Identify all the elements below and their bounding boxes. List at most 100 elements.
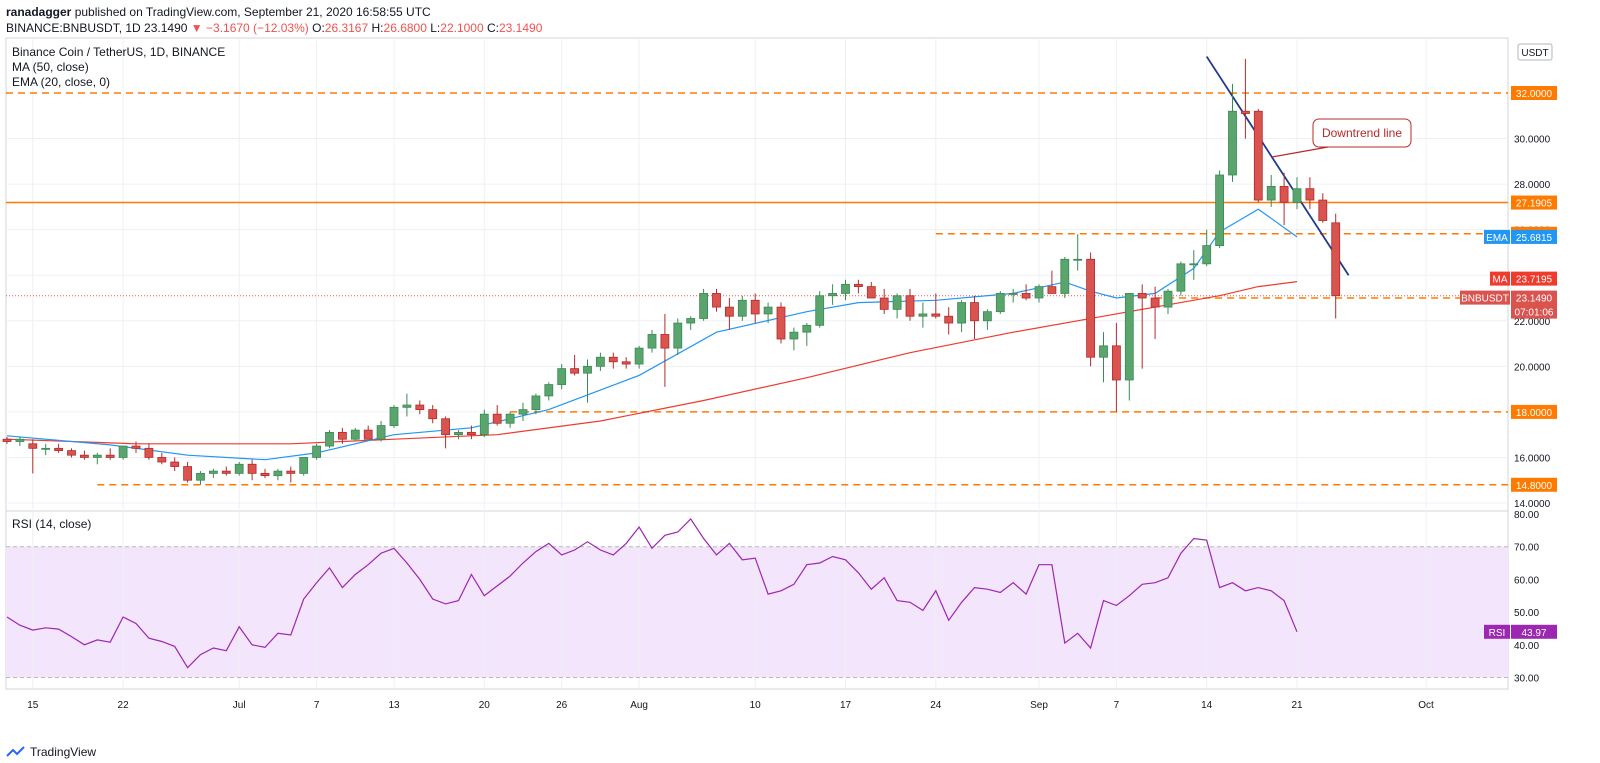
rsi-tick-label: 60.00	[1514, 575, 1539, 586]
candle-body	[402, 404, 412, 408]
x-tick-label: 13	[388, 700, 400, 711]
candle-body	[789, 331, 799, 340]
candle-body	[621, 361, 631, 365]
candle-body	[1047, 286, 1057, 294]
candle-body	[1060, 258, 1070, 294]
tradingview-logo[interactable]: TradingView	[6, 745, 96, 759]
rsi-badge-tag	[1484, 624, 1510, 639]
x-tick-label: 7	[314, 700, 320, 711]
candle-body	[170, 461, 180, 467]
price-pane[interactable]	[5, 37, 1509, 512]
rsi-tick-label: 40.00	[1514, 641, 1539, 652]
candle-body	[1215, 174, 1224, 247]
candle-body	[544, 384, 554, 397]
candle-body	[1086, 258, 1095, 358]
chart-title: Binance Coin / TetherUS, 1D, BINANCE	[12, 45, 225, 59]
level-badge-value: 32.0000	[1516, 89, 1553, 100]
rsi-tick-label: 70.00	[1514, 543, 1539, 554]
candle-body	[286, 470, 296, 474]
candle-body	[1176, 263, 1186, 292]
level-badge	[1511, 86, 1557, 100]
level-badge	[1511, 195, 1557, 210]
candle-body	[944, 315, 954, 324]
x-tick-label: 14	[1201, 700, 1213, 711]
candle-body	[970, 302, 979, 322]
tradingview-icon	[6, 746, 25, 757]
candle-body	[725, 306, 734, 317]
rsi-tick-label: 50.00	[1514, 608, 1539, 619]
rsi-tick-label: 80.00	[1514, 510, 1539, 521]
candle-body	[428, 409, 438, 420]
candle-body	[583, 365, 592, 374]
candle-body	[815, 295, 825, 326]
candle-body	[763, 306, 773, 315]
rsi-badge-value: 43.97	[1521, 628, 1546, 639]
candle-body	[931, 313, 941, 317]
x-tick-label: 22	[118, 700, 130, 711]
publish-info: ranadagger published on TradingView.com,…	[6, 5, 431, 19]
countdown-badge	[1511, 304, 1557, 319]
footer-brand: TradingView	[30, 745, 97, 759]
candle-body	[1112, 345, 1121, 381]
candle-body	[1228, 110, 1237, 176]
price-badge-tag-label: BNBUSDT	[1461, 294, 1509, 305]
candle-body	[2, 438, 12, 442]
candle-body	[841, 283, 850, 294]
x-tick-label: 10	[750, 700, 762, 711]
candle-body	[1021, 293, 1031, 299]
candle-body	[441, 418, 451, 436]
price-change: −3.1670 (−12.03%)	[206, 21, 309, 35]
ma-legend: MA (50, close)	[12, 60, 89, 74]
level-badge	[1511, 477, 1557, 492]
candle-body	[983, 311, 992, 322]
x-tick-label: Oct	[1418, 700, 1434, 711]
candle-body	[557, 368, 567, 385]
candle-body	[350, 429, 360, 440]
candle-body	[208, 470, 218, 474]
x-tick-label: 21	[1291, 700, 1303, 711]
x-tick-label: 7	[1114, 700, 1120, 711]
ema-badge-value: 25.6815	[1516, 233, 1553, 244]
downtrend-annotation[interactable]: Downtrend line	[1271, 118, 1412, 158]
candle-body	[1073, 258, 1083, 261]
candle-body	[118, 445, 128, 458]
ema-legend: EMA (20, close, 0)	[12, 75, 110, 89]
candle-body	[802, 324, 812, 333]
candle-body	[1266, 185, 1276, 201]
candle-body	[376, 425, 386, 440]
symbol-text: BINANCE:BNBUSDT, 1D	[6, 21, 141, 35]
high-value: 26.6800	[383, 21, 427, 35]
candle-body	[479, 413, 489, 436]
ema20-line	[6, 208, 1298, 461]
candle-body	[699, 293, 708, 319]
candle-body	[157, 457, 167, 463]
price-badges: 32.000027.190525.820023.000018.000014.80…	[1460, 43, 1557, 639]
candle-body	[518, 409, 528, 415]
candle-body	[1305, 188, 1315, 201]
candle-body	[41, 447, 51, 450]
candle-body	[1253, 110, 1263, 201]
candle-body	[1241, 110, 1250, 114]
candle-body	[957, 302, 966, 324]
candle-body	[92, 454, 102, 458]
candle-body	[54, 447, 63, 452]
downtrend-line	[1205, 56, 1350, 276]
candle-body	[1163, 290, 1173, 308]
ma-badge	[1511, 271, 1557, 286]
ma-badge-value: 23.7195	[1516, 275, 1553, 286]
close-value: 23.1490	[499, 21, 543, 35]
rsi-tick-label: 30.00	[1514, 673, 1539, 684]
candle-body	[28, 443, 38, 449]
candle-body	[144, 447, 154, 458]
ma-badge-tag-label: MA	[1493, 275, 1508, 286]
candle-body	[776, 306, 786, 340]
currency-tag	[1517, 43, 1553, 61]
candle-body	[389, 406, 399, 426]
candle-body	[260, 472, 270, 477]
ema-badge	[1511, 229, 1557, 244]
candle-body	[1137, 293, 1147, 299]
ma-badge-tag	[1490, 271, 1510, 286]
candle-body	[67, 450, 76, 456]
candle-body	[828, 293, 837, 297]
